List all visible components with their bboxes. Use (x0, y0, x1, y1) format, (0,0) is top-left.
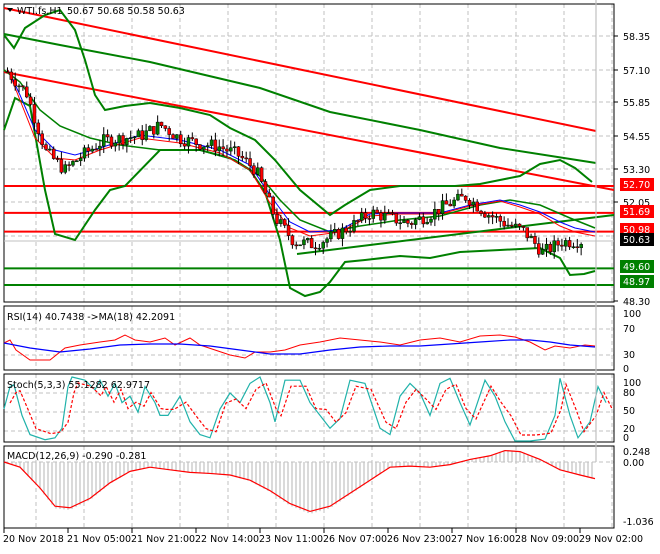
svg-text:55.85: 55.85 (623, 98, 650, 109)
svg-text:48.30: 48.30 (623, 297, 650, 308)
svg-text:100: 100 (623, 309, 641, 320)
svg-text:52.70: 52.70 (623, 180, 650, 191)
time-axis: 20 Nov 2018 21 Nov 05:00 21 Nov 21:00 22… (3, 534, 643, 545)
symbol-label: WTI.fs,H1 (17, 6, 63, 17)
svg-text:57.10: 57.10 (623, 66, 650, 77)
current-price-tag: 50.63 (620, 233, 654, 246)
main-price-panel[interactable] (3, 3, 615, 303)
svg-text:26 Nov 07:00: 26 Nov 07:00 (323, 534, 387, 545)
svg-text:80: 80 (623, 388, 635, 399)
svg-text:28 Nov 09:00: 28 Nov 09:00 (515, 534, 579, 545)
svg-text:100: 100 (623, 378, 641, 389)
svg-text:30: 30 (623, 350, 635, 361)
svg-text:51.69: 51.69 (623, 207, 650, 218)
price-tag-50-98: 50.98 (620, 223, 654, 236)
svg-text:21 Nov 05:00: 21 Nov 05:00 (67, 534, 131, 545)
price-axis: 58.35 57.10 55.85 54.55 53.30 52.05 48.3… (614, 32, 650, 308)
price-tag-51-69: 51.69 (620, 205, 654, 218)
svg-text:0.00: 0.00 (623, 458, 644, 469)
svg-text:52.05: 52.05 (623, 198, 650, 209)
price-tag-52-70: 52.70 (620, 178, 654, 191)
price-tag-49-60: 49.60 (620, 260, 654, 273)
svg-text:20 Nov 2018: 20 Nov 2018 (3, 534, 64, 545)
svg-text:0: 0 (623, 433, 629, 444)
svg-text:53.30: 53.30 (623, 165, 650, 176)
svg-text:0: 0 (623, 364, 629, 375)
svg-text:50.63: 50.63 (623, 235, 650, 246)
svg-text:48.97: 48.97 (623, 277, 650, 288)
ohlc-label: 50.67 50.68 50.58 50.63 (67, 6, 185, 17)
svg-text:-1.036: -1.036 (623, 517, 654, 528)
svg-text:29 Nov 02:00: 29 Nov 02:00 (579, 534, 643, 545)
svg-text:50.98: 50.98 (623, 225, 650, 236)
triangle-down-icon[interactable] (7, 8, 13, 12)
svg-text:22 Nov 14:00: 22 Nov 14:00 (195, 534, 259, 545)
rsi-axis: 100 70 30 0 (623, 309, 641, 375)
rsi-label: RSI(14) 40.7438 ->MA(18) 42.2091 (7, 312, 175, 323)
svg-text:0.248: 0.248 (623, 447, 650, 458)
svg-text:58.35: 58.35 (623, 32, 650, 43)
svg-text:26 Nov 23:00: 26 Nov 23:00 (387, 534, 451, 545)
svg-text:23 Nov 11:00: 23 Nov 11:00 (259, 534, 323, 545)
svg-text:21 Nov 21:00: 21 Nov 21:00 (131, 534, 195, 545)
svg-text:50: 50 (623, 406, 635, 417)
stochastic-panel[interactable] (3, 373, 615, 443)
svg-text:27 Nov 16:00: 27 Nov 16:00 (451, 534, 515, 545)
stoch-label: Stoch(5,3,3) 55.1282 62.9717 (7, 380, 150, 391)
svg-text:49.60: 49.60 (623, 262, 650, 273)
rsi-panel[interactable] (3, 305, 615, 371)
price-tag-48-97: 48.97 (620, 275, 654, 288)
stoch-axis: 100 80 50 20 0 (623, 378, 641, 444)
macd-label: MACD(12,26,9) -0.290 -0.281 (7, 451, 146, 462)
svg-text:20: 20 (623, 424, 635, 435)
macd-panel[interactable] (3, 0, 615, 529)
macd-axis: 0.248 0.00 -1.036 (623, 447, 654, 528)
svg-text:54.55: 54.55 (623, 132, 650, 143)
svg-text:70: 70 (623, 324, 635, 335)
